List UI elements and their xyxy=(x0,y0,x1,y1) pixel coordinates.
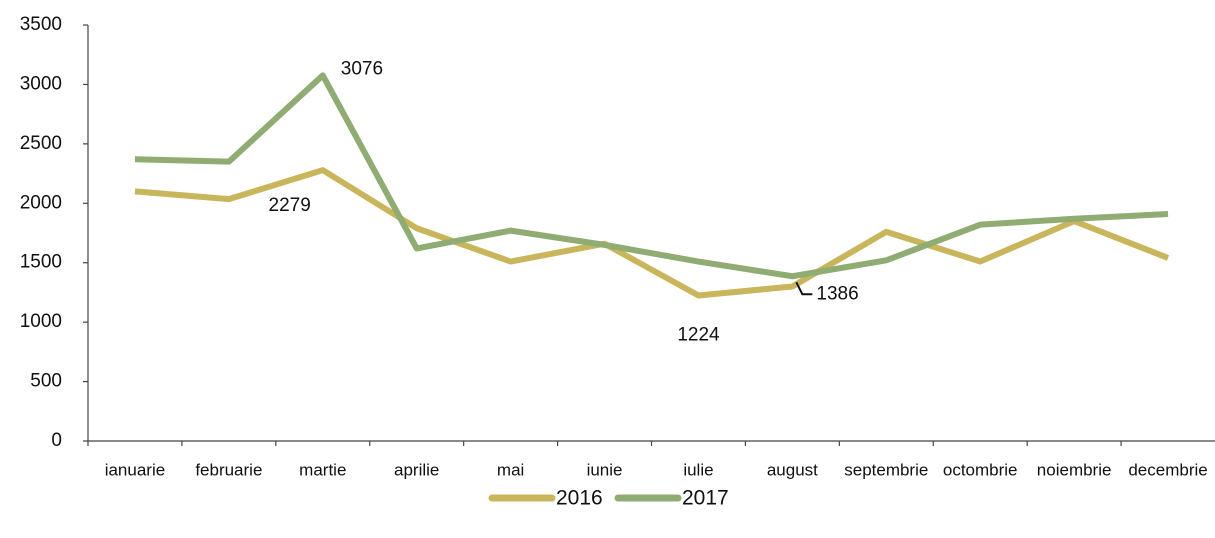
legend-label: 2016 xyxy=(556,487,603,510)
y-tick-label: 500 xyxy=(30,371,62,392)
legend-label: 2017 xyxy=(682,487,729,510)
y-tick-label: 1000 xyxy=(20,311,62,332)
x-tick-label: august xyxy=(767,460,818,479)
y-tick-label: 0 xyxy=(51,430,62,451)
series-line xyxy=(134,167,1170,299)
y-tick-label: 2500 xyxy=(20,133,62,154)
data-label: 2279 xyxy=(269,195,311,216)
x-tick-label: februarie xyxy=(195,460,262,479)
x-tick-label: martie xyxy=(299,460,346,479)
data-label: 1224 xyxy=(677,325,720,346)
y-tick-label: 3000 xyxy=(20,73,62,94)
x-tick-label: noiembrie xyxy=(1037,460,1112,479)
y-tick-label: 3500 xyxy=(20,14,62,35)
leader-line xyxy=(795,281,813,296)
y-tick-label: 2000 xyxy=(20,192,62,213)
x-tick-label: octombrie xyxy=(943,460,1018,479)
x-tick-label: decembrie xyxy=(1128,460,1207,479)
series-line xyxy=(134,72,1169,280)
data-label: 1386 xyxy=(816,283,858,304)
x-tick-label: iunie xyxy=(587,460,623,479)
x-tick-label: ianuarie xyxy=(105,460,166,479)
x-tick-label: iulie xyxy=(683,460,713,479)
y-tick-label: 1500 xyxy=(20,252,62,273)
x-tick-label: aprilie xyxy=(394,460,439,479)
x-tick-label: septembrie xyxy=(844,460,928,479)
x-tick-label: mai xyxy=(497,460,524,479)
data-label: 3076 xyxy=(341,58,383,79)
